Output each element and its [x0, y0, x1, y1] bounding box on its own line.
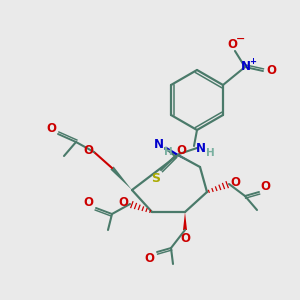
- Polygon shape: [110, 167, 132, 190]
- Polygon shape: [183, 212, 187, 230]
- Text: O: O: [266, 64, 276, 77]
- Text: O: O: [260, 179, 270, 193]
- Text: N: N: [241, 61, 251, 74]
- Text: H: H: [164, 147, 172, 157]
- Polygon shape: [164, 146, 200, 167]
- Text: N: N: [196, 142, 206, 154]
- Text: −: −: [236, 34, 246, 44]
- Text: H: H: [206, 148, 214, 158]
- Text: N: N: [154, 137, 164, 151]
- Text: O: O: [230, 176, 240, 190]
- Text: O: O: [118, 196, 128, 208]
- Text: O: O: [176, 143, 186, 157]
- Text: +: +: [250, 58, 256, 67]
- Text: O: O: [180, 232, 190, 244]
- Text: O: O: [83, 196, 93, 208]
- Text: O: O: [46, 122, 56, 134]
- Text: O: O: [144, 251, 154, 265]
- Text: S: S: [152, 172, 160, 184]
- Text: O: O: [83, 145, 93, 158]
- Text: O: O: [227, 38, 237, 50]
